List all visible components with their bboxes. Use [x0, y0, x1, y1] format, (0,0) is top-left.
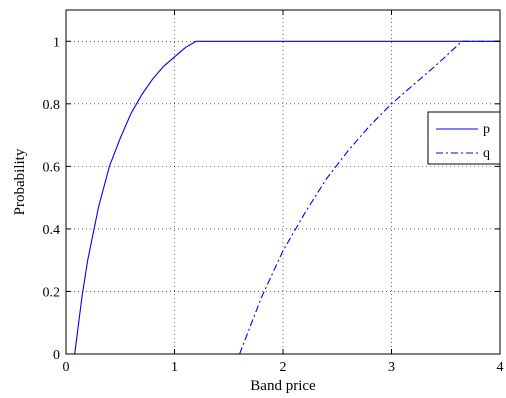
- x-tick-label: 1: [171, 360, 178, 375]
- axis-ticks: 0 1 2 3 4 0 0.2 0.4 0.6 0.8 1: [43, 10, 504, 375]
- y-tick-label: 0.8: [43, 98, 61, 113]
- y-tick-label: 0.4: [43, 223, 61, 238]
- x-tick-label: 3: [388, 360, 395, 375]
- grid-lines: [66, 10, 500, 354]
- x-axis-label: Band price: [250, 378, 316, 394]
- series-line-q: [239, 40, 500, 355]
- y-tick-label: 0.2: [43, 285, 61, 300]
- series-line-p: [74, 40, 500, 355]
- series-lines: [74, 40, 500, 355]
- x-tick-label: 2: [280, 360, 287, 375]
- y-tick-label: 1: [53, 35, 60, 50]
- y-axis-label: Probability: [12, 148, 28, 215]
- y-tick-label: 0: [53, 348, 60, 363]
- legend-box: [427, 111, 501, 165]
- x-tick-label: 0: [63, 360, 70, 375]
- legend-label-q: q: [483, 146, 490, 161]
- y-tick-label: 0.6: [43, 160, 61, 175]
- x-tick-label: 4: [497, 360, 504, 375]
- legend: p q: [427, 111, 501, 165]
- legend-label-p: p: [483, 122, 490, 137]
